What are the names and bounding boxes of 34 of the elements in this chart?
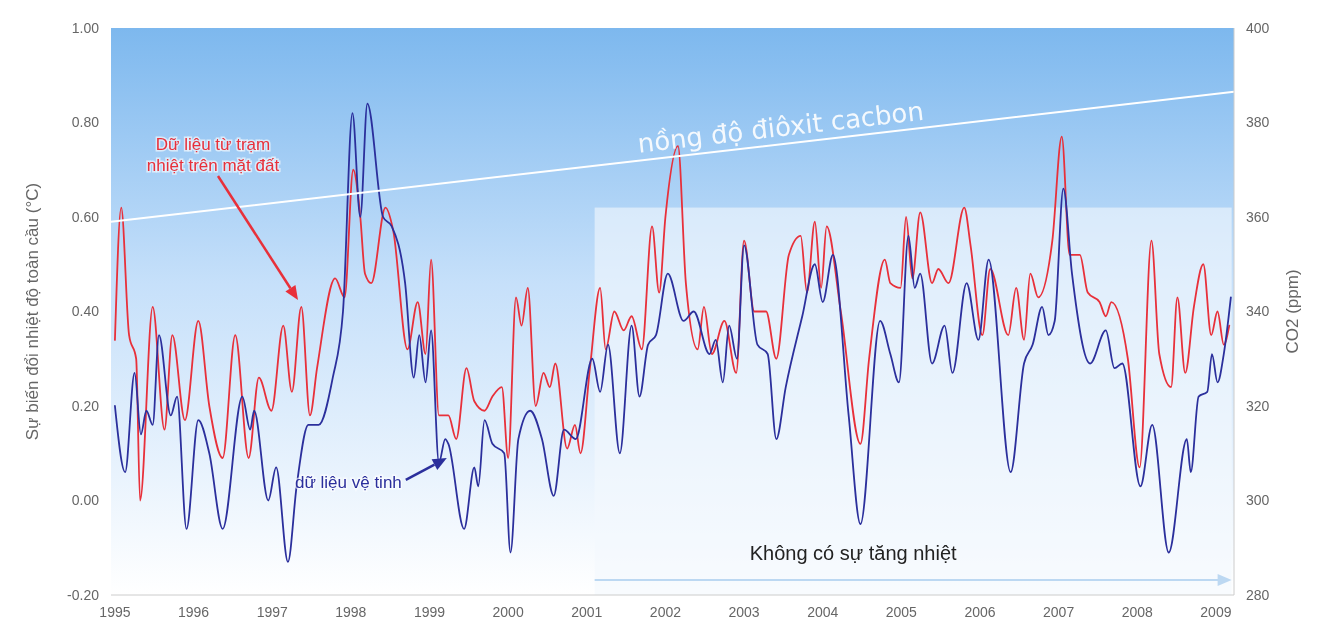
band-label: Không có sự tăng nhiệt	[749, 542, 958, 564]
x-tick-label: 1999	[413, 604, 446, 620]
y-tick-label: 0.60	[71, 208, 100, 225]
x-tick-label: 2002	[649, 604, 682, 620]
x-tick-label: 2004	[807, 604, 839, 620]
x-tick-label: 1997	[256, 604, 288, 620]
y-tick-label: 0.00	[71, 492, 100, 509]
y2-tick-label: 320	[1246, 397, 1270, 414]
x-tick-label: 2006	[964, 604, 996, 620]
y-tick-label: 1.00	[71, 19, 100, 36]
x-tick-label: 2007	[1043, 604, 1075, 620]
text: nồng độ điôxit cacbon	[636, 95, 926, 159]
y-tick-label: 0.40	[71, 303, 100, 320]
x-tick-label: 2000	[492, 604, 524, 620]
x-tick-label: 2005	[885, 604, 918, 620]
y-tick-label: 0.20	[71, 397, 100, 414]
x-tick-label: 1996	[178, 604, 210, 620]
x-tick-label: 2008	[1121, 604, 1154, 620]
x-tick-label: 2009	[1200, 604, 1232, 620]
y-tick-label: -0.20	[67, 586, 100, 603]
y2-tick-label: 280	[1246, 586, 1270, 603]
y2-tick-label: 400	[1246, 19, 1270, 36]
y2-tick-label: 340	[1246, 303, 1270, 320]
x-tick-label: 1995	[99, 604, 131, 620]
x-tick-label: 2001	[571, 604, 603, 620]
y-axis-title: Sự biến đổi nhiệt độ toàn cầu (°C)	[23, 182, 42, 441]
annotation: Dữ liệu từ trạm nhiệt trên mặt đất	[146, 135, 280, 175]
y2-tick-label: 300	[1246, 492, 1270, 509]
x-tick-label: 1998	[335, 604, 367, 620]
y2-tick-label: 380	[1246, 114, 1270, 131]
x-tick-label: 2003	[728, 604, 760, 620]
y2-tick-label: 360	[1246, 208, 1270, 225]
y2-axis-title: CO2 (ppm)	[1283, 269, 1302, 354]
y-tick-label: 0.80	[71, 114, 100, 131]
